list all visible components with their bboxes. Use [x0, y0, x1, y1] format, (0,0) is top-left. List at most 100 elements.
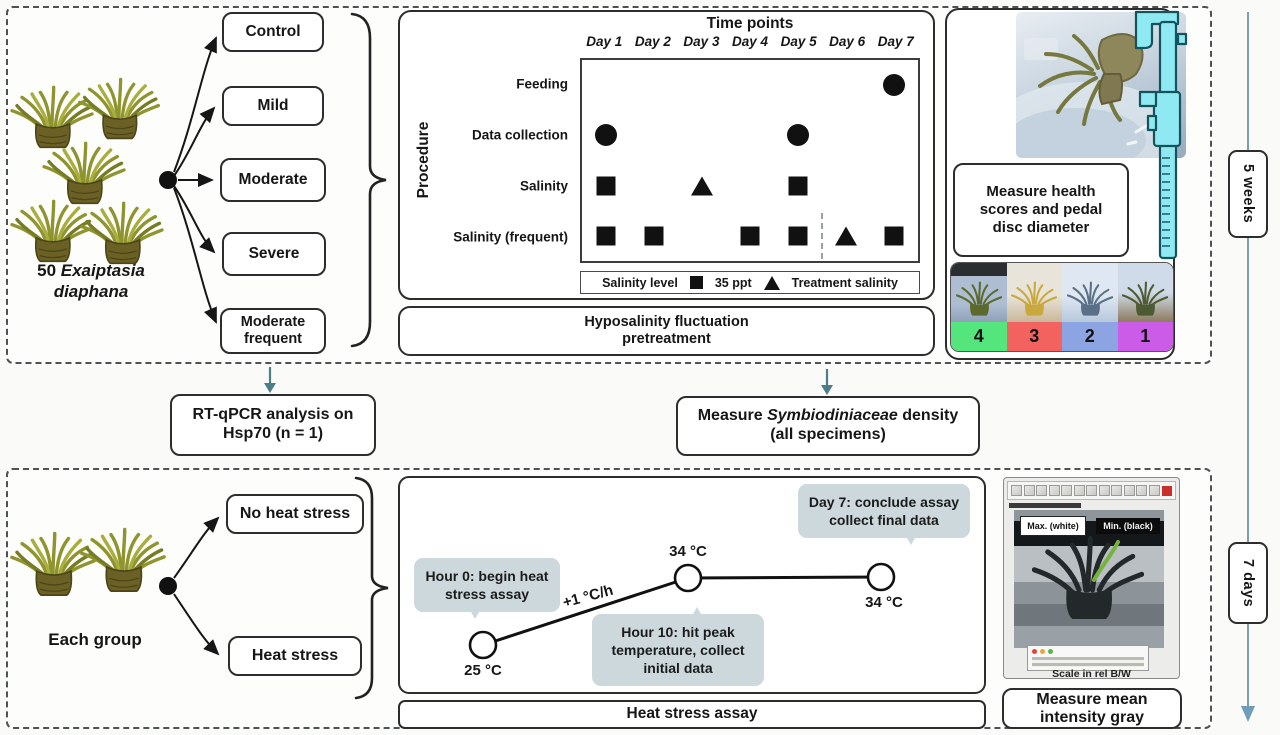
- triangle-marker-icon: [763, 275, 780, 290]
- row-tick-label: Salinity (frequent): [453, 229, 568, 245]
- min-black-label: Min. (black): [1096, 518, 1160, 534]
- group-label: Mild: [257, 96, 289, 114]
- day-tick-label: Day 1: [586, 34, 623, 49]
- caption-line: Measure mean: [1036, 690, 1148, 708]
- close-icon: [1162, 485, 1172, 496]
- health-score-value: 1: [1117, 321, 1173, 351]
- legend-title: Salinity level: [602, 275, 678, 290]
- anemone-silhouette: [1011, 280, 1057, 320]
- minimize-dot-icon: [1040, 649, 1045, 654]
- species-name-line1: Exaiptasia: [60, 261, 145, 280]
- square-data-marker: [884, 226, 904, 246]
- caption-line: Measure health: [986, 183, 1096, 201]
- tool-icon: [1148, 485, 1160, 496]
- curly-brace: [354, 476, 389, 700]
- anemone-silhouette: [1122, 280, 1168, 320]
- callout-hour0: Hour 0: begin heat stress assay: [414, 558, 560, 619]
- timeline-arrowhead-icon: [1241, 706, 1255, 722]
- square-data-marker: [788, 176, 808, 196]
- temp-label-end: 34 °C: [865, 594, 903, 611]
- temp-label-start: 25 °C: [464, 662, 502, 679]
- rtqpcr-line: RT-qPCR analysis on: [192, 406, 354, 424]
- row-tick-label: Salinity: [519, 178, 568, 194]
- circle-data-marker: [787, 124, 809, 147]
- group-box-moderate-frequent: Moderate frequent: [220, 308, 326, 354]
- group-label: Severe: [248, 244, 300, 262]
- group-box-moderate: Moderate: [220, 158, 326, 202]
- tool-icon: [1073, 485, 1085, 496]
- measure-gray-caption-box: Measure mean intensity gray: [1002, 688, 1182, 729]
- callout-line: Day 7: conclude assay: [808, 493, 960, 510]
- day-tick-label: Day 4: [732, 34, 769, 49]
- anemone-caliper-photo: [1016, 12, 1186, 158]
- density-line1: Measure Symbiodiniaceae density: [698, 407, 959, 426]
- group-label: Moderate frequent: [240, 313, 306, 347]
- pretreatment-footer-box: Hyposalinity fluctuation pretreatment: [398, 306, 935, 356]
- health-score-photo: [1062, 263, 1118, 322]
- chart-row-axis: Feeding Data collection Salinity Salinity (…: [440, 58, 574, 263]
- density-suffix: density: [897, 407, 959, 425]
- duration-7-days-box: 7 days: [1228, 542, 1268, 624]
- each-group-label: Each group: [48, 630, 142, 649]
- window-control-dots: [1032, 649, 1053, 654]
- footer-line: Heat stress assay: [626, 705, 758, 723]
- footer-line: Hyposalinity fluctuation: [584, 313, 749, 330]
- row-tick-label: Feeding: [516, 76, 568, 92]
- square-data-marker: [596, 226, 616, 246]
- footer-line: pretreatment: [622, 331, 711, 347]
- square-data-marker: [644, 226, 664, 246]
- rtqpcr-box: RT-qPCR analysis on Hsp70 (n = 1): [170, 394, 376, 456]
- callout-day7: Day 7: conclude assay collect final data: [798, 484, 970, 545]
- chart-legend: Salinity level 35 ppt Treatment salinity: [580, 271, 920, 294]
- chart-day-axis: Day 1 Day 2 Day 3 Day 4 Day 5 Day 6 Day 7: [580, 34, 920, 54]
- callout-line: Hour 0: begin heat: [425, 567, 549, 584]
- results-mini-window: [1027, 645, 1149, 671]
- symbiodiniaceae-density-box: Measure Symbiodiniaceae density (all spe…: [676, 396, 980, 456]
- day-tick-label: Day 5: [780, 34, 817, 49]
- density-line2: (all specimens): [770, 426, 886, 443]
- square-data-marker: [740, 226, 760, 246]
- down-arrow-icon: [821, 369, 833, 395]
- duration-5-weeks-box: 5 weeks: [1228, 150, 1268, 238]
- heat-branch-connectors: [159, 516, 220, 656]
- tool-icon: [1036, 485, 1047, 496]
- imagej-toolbar: [1007, 481, 1176, 500]
- health-score-cell: 1: [1117, 263, 1173, 351]
- health-score-cell: 2: [1062, 263, 1118, 351]
- tool-icon: [1098, 485, 1110, 496]
- group-box-mild: Mild: [222, 86, 324, 126]
- chart-plot-area: [580, 58, 920, 263]
- legend-item-label: 35 ppt: [714, 275, 752, 290]
- tool-icon: [1048, 485, 1060, 496]
- tool-icon: [1111, 485, 1122, 496]
- health-score-value: 3: [1006, 321, 1062, 351]
- square-marker-icon: [689, 276, 703, 289]
- down-arrow-icon: [264, 367, 276, 393]
- branch-node-dot: [159, 577, 177, 595]
- zoom-dot-icon: [1048, 649, 1053, 654]
- group-box-control: Control: [222, 12, 324, 52]
- curly-brace: [350, 12, 387, 348]
- tool-icon: [1136, 485, 1147, 496]
- scale-label: Scale in rel B/W: [1052, 668, 1131, 680]
- tool-icon: [1023, 485, 1035, 496]
- density-genus: Symbiodiniaceae: [767, 407, 898, 425]
- group-branch-connectors: [159, 36, 217, 324]
- imagej-statusbar: [1009, 503, 1081, 508]
- temperature-ramp-plot: [468, 562, 896, 660]
- callout-line: Hour 10: hit peak: [621, 623, 735, 640]
- triangle-data-marker: [835, 226, 857, 246]
- group-box-severe: Severe: [222, 232, 326, 276]
- rtqpcr-line: Hsp70 (n = 1): [222, 425, 324, 442]
- callout-line: collect final data: [829, 512, 939, 528]
- circle-data-marker: [882, 74, 905, 97]
- no-heat-stress-box: No heat stress: [226, 494, 364, 534]
- density-prefix: Measure: [697, 407, 768, 425]
- health-score-photo: [1117, 263, 1173, 322]
- anemone-silhouette: [956, 280, 1002, 320]
- results-rows: [1032, 657, 1144, 667]
- caption-line: intensity gray: [1039, 708, 1145, 726]
- tool-icon: [1123, 485, 1135, 496]
- day-tick-label: Day 7: [877, 34, 914, 49]
